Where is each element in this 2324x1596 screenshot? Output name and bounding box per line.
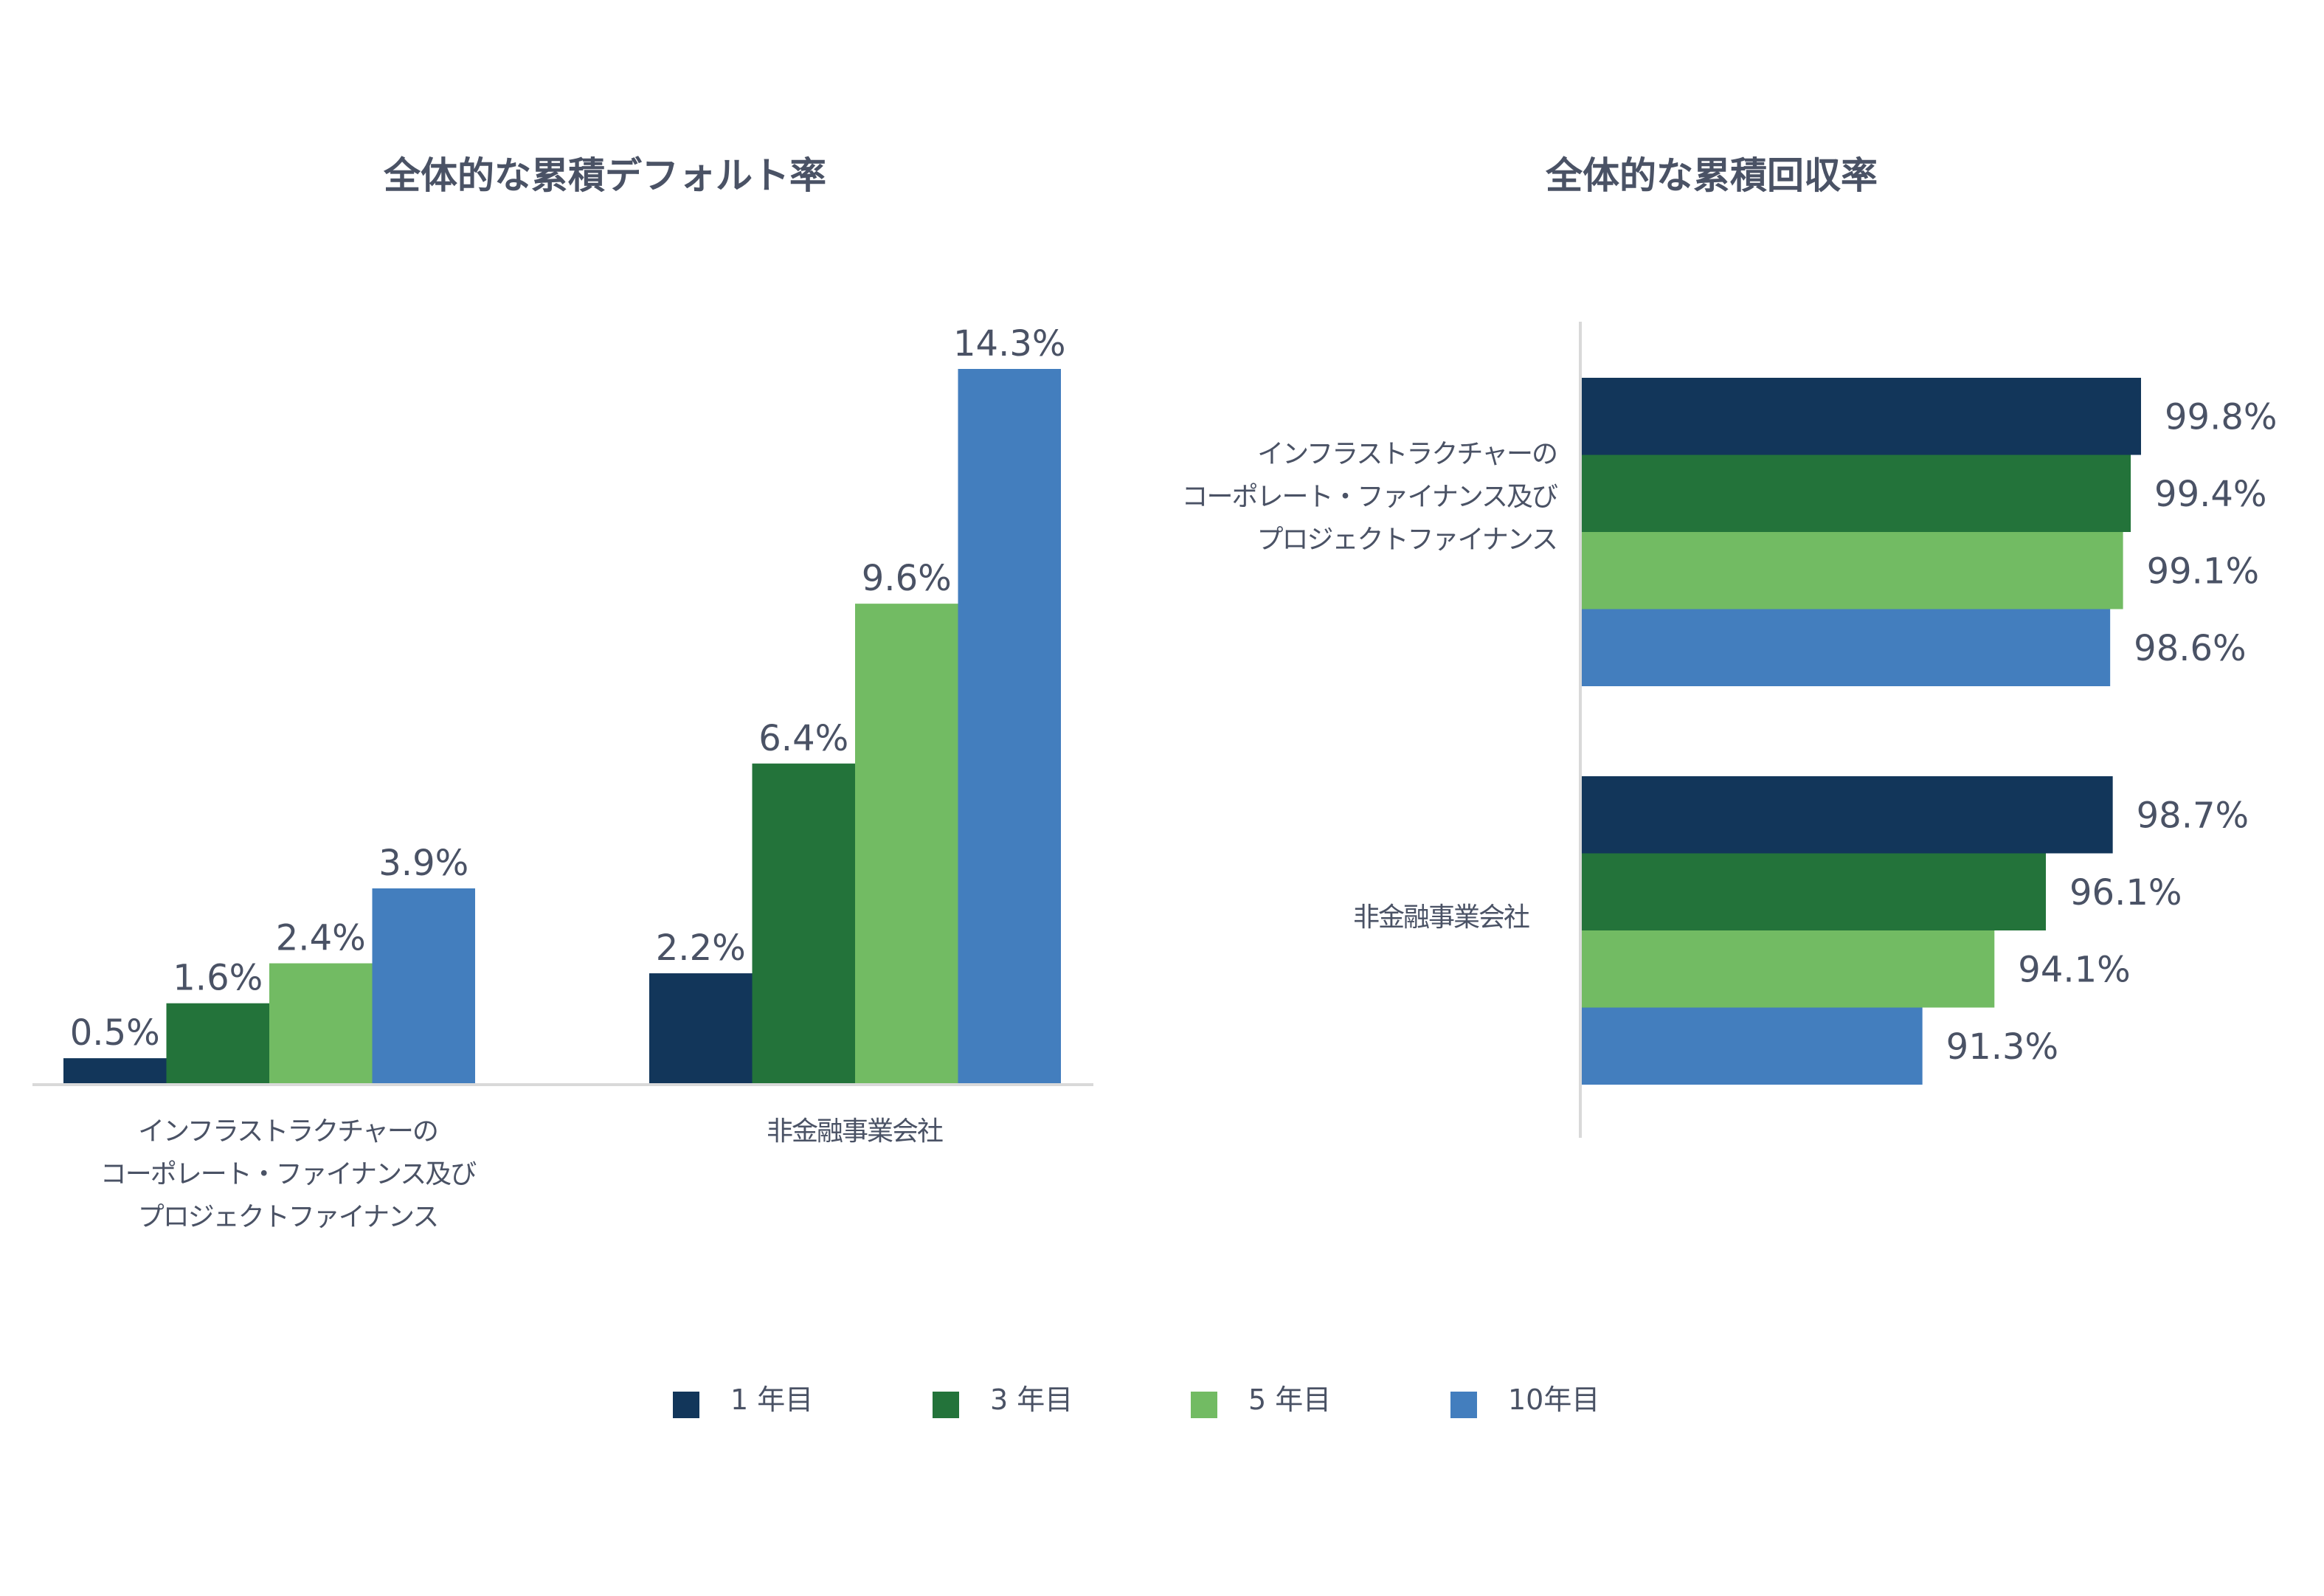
- left-category-label-infra: インフラストラクチャーの コーポレート・ファイナンス及び プロジェクトファイナン…: [100, 1110, 477, 1239]
- legend-label: 5 年目: [1248, 1383, 1332, 1416]
- data-label: 6.4%: [758, 718, 848, 759]
- legend-item-year3: 3 年目: [933, 1377, 1124, 1421]
- left-category-label-nonfinancial: 非金融事業会社: [766, 1110, 944, 1153]
- hbar-1-0: [1580, 455, 2131, 532]
- data-label: 99.4%: [2154, 474, 2266, 515]
- data-label: 0.5%: [70, 1012, 160, 1054]
- data-label: 99.1%: [2147, 550, 2259, 592]
- category-line: インフラストラクチャーの: [1257, 439, 1558, 469]
- hbar-3-1: [1580, 1007, 1923, 1085]
- data-label: 2.2%: [656, 927, 746, 969]
- hbar-1-1: [1580, 853, 2047, 930]
- category-line: プロジェクトファイナンス: [1256, 525, 1558, 555]
- data-label: 1.6%: [173, 958, 263, 999]
- data-label: 99.8%: [2165, 396, 2277, 438]
- legend-item-year1: 1 年目: [673, 1377, 865, 1421]
- data-label: 94.1%: [2018, 949, 2130, 990]
- bar-3-1: [958, 369, 1061, 1083]
- legend-label: 1 年目: [730, 1383, 814, 1416]
- data-label: 98.7%: [2137, 795, 2249, 836]
- bar-0-1: [649, 973, 753, 1083]
- bar-2-0: [269, 963, 373, 1083]
- category-line: プロジェクトファイナンス: [137, 1202, 440, 1232]
- category-line: インフラストラクチャーの: [138, 1116, 439, 1147]
- right-category-label-infra: インフラストラクチャーの コーポレート・ファイナンス及び プロジェクトファイナン…: [1181, 433, 1558, 562]
- category-line: 非金融事業会社: [1352, 902, 1530, 933]
- bar-2-1: [855, 604, 958, 1083]
- data-label: 96.1%: [2069, 872, 2182, 913]
- category-line: コーポレート・ファイナンス及び: [1181, 482, 1558, 512]
- left-chart-title: 全体的な累積デフォルト率: [384, 154, 826, 197]
- legend-label: 10年目: [1508, 1383, 1600, 1416]
- hbar-3-0: [1580, 609, 2111, 686]
- data-label: 14.3%: [953, 323, 1065, 365]
- legend-swatch-icon: [1191, 1392, 1217, 1418]
- bar-3-0: [372, 888, 475, 1083]
- data-label: 3.9%: [378, 843, 468, 884]
- legend-swatch-icon: [1450, 1392, 1477, 1418]
- legend-swatch-icon: [933, 1392, 959, 1418]
- category-line: 非金融事業会社: [766, 1116, 944, 1147]
- right-category-label-nonfinancial: 非金融事業会社: [1352, 897, 1530, 939]
- hbar-2-1: [1580, 930, 1995, 1008]
- data-label: 91.3%: [1946, 1026, 2058, 1068]
- legend-item-year10: 10年目: [1450, 1377, 1642, 1421]
- hbar-0-0: [1580, 378, 2141, 455]
- data-label: 9.6%: [862, 558, 952, 599]
- hbar-0-1: [1580, 776, 2113, 854]
- data-label: 2.4%: [276, 918, 366, 959]
- right-chart-title: 全体的な累積回収率: [1546, 154, 1878, 197]
- data-label: 98.6%: [2134, 628, 2246, 669]
- bar-1-0: [166, 1003, 269, 1083]
- category-line: コーポレート・ファイナンス及び: [100, 1159, 477, 1189]
- bar-1-1: [752, 763, 855, 1083]
- bar-0-0: [63, 1058, 167, 1083]
- hbar-2-0: [1580, 532, 2123, 609]
- legend-item-year5: 5 年目: [1191, 1377, 1383, 1421]
- legend-swatch-icon: [673, 1392, 699, 1418]
- legend-label: 3 年目: [990, 1383, 1073, 1416]
